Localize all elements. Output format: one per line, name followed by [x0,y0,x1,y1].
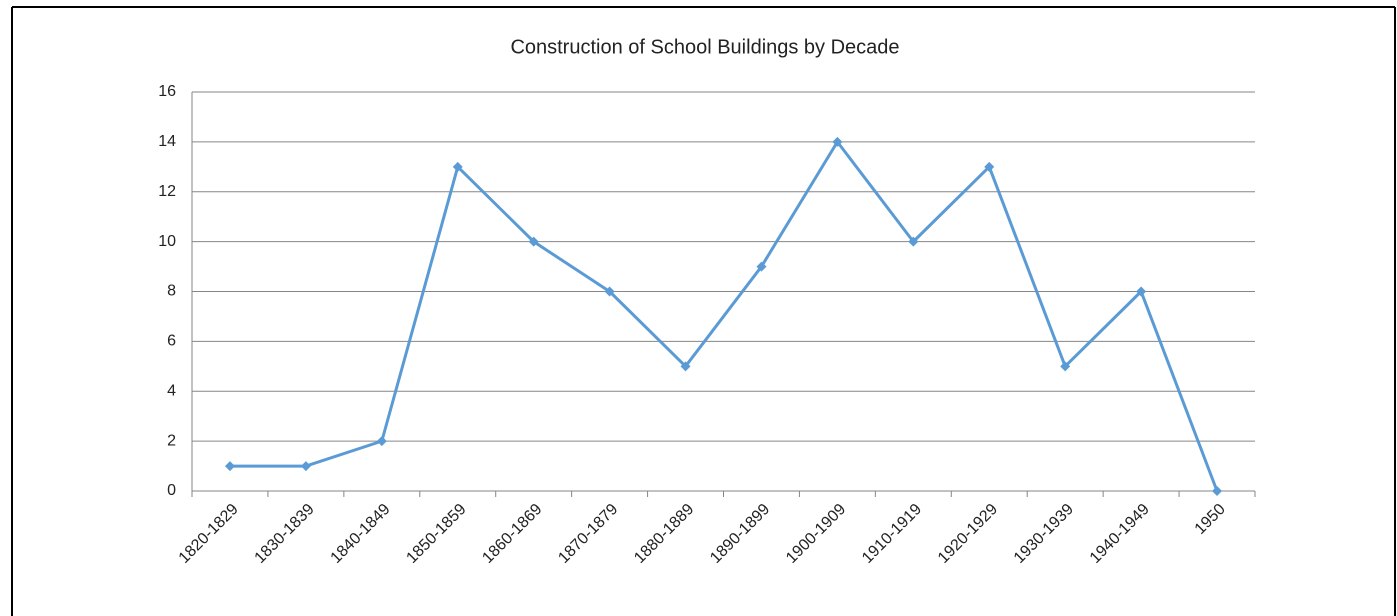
y-tick-label: 4 [167,382,176,399]
marker [680,361,691,372]
x-tick-label: 1920-1929 [935,501,1001,567]
line [229,140,1219,492]
x-tick-label: 1930-1939 [1011,501,1077,567]
x-tick-label: 1830-1839 [252,501,318,567]
y-tick-label: 6 [167,333,176,350]
marker [1060,361,1071,372]
marker [224,461,235,472]
y-tick-label: 10 [158,233,176,250]
y-tick-label: 12 [158,183,176,200]
x-tick-label: 1940-1949 [1087,501,1153,567]
y-tick-label: 2 [167,432,176,449]
x-tick-label: 1900-1909 [783,501,849,567]
marker [832,136,843,147]
x-tick-label: 1860-1869 [479,501,545,567]
marker [1136,286,1147,297]
x-tick-label: 1820-1829 [176,501,242,567]
y-tick-label: 8 [167,283,176,300]
x-tick-label: 1890-1899 [707,501,773,567]
marker [528,236,539,247]
marker [908,236,919,247]
chart-title: Construction of School Buildings by Deca… [510,36,899,58]
y-tick-label: 14 [158,133,176,150]
x-tick-label: 1950 [1192,501,1229,538]
x-tick-label: 1840-1849 [328,501,394,567]
marker [376,436,387,447]
marker [984,161,995,172]
x-tick-label: 1910-1919 [859,501,925,567]
x-tick-label: 1850-1859 [403,501,469,567]
marker [1212,486,1223,496]
x-tick-label: 1870-1879 [555,501,621,567]
marker [452,161,463,172]
marker [300,461,311,472]
marker [756,261,767,272]
y-tick-label: 0 [167,482,176,499]
x-tick-label: 1880-1889 [631,501,697,567]
y-tick-label: 16 [158,83,176,100]
marker [604,286,615,297]
